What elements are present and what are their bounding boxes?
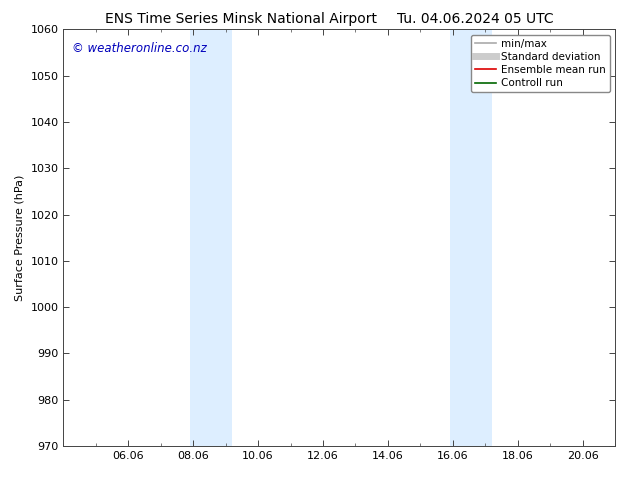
Legend: min/max, Standard deviation, Ensemble mean run, Controll run: min/max, Standard deviation, Ensemble me… — [470, 35, 610, 92]
Y-axis label: Surface Pressure (hPa): Surface Pressure (hPa) — [15, 174, 25, 301]
Text: © weatheronline.co.nz: © weatheronline.co.nz — [72, 42, 207, 55]
Text: ENS Time Series Minsk National Airport: ENS Time Series Minsk National Airport — [105, 12, 377, 26]
Text: Tu. 04.06.2024 05 UTC: Tu. 04.06.2024 05 UTC — [397, 12, 554, 26]
Bar — [450, 29, 492, 446]
Bar — [190, 29, 232, 446]
